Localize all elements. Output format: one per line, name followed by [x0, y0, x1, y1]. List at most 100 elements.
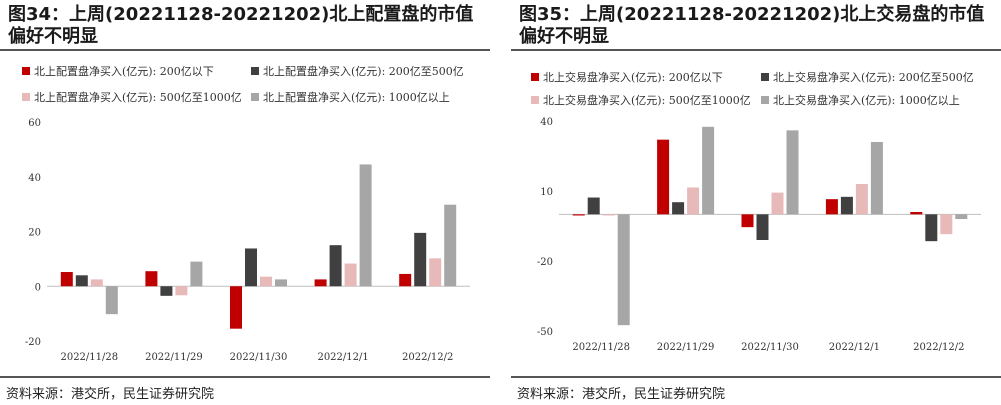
- x-tick-label: 2022/11/30: [741, 342, 799, 353]
- chart-title: 图35：上周(20221128-20221202)北上交易盘的市值偏好不明显: [519, 4, 985, 47]
- legend-label: 北上交易盘净买入(亿元): 500亿至1000亿: [543, 93, 751, 107]
- bar: [925, 214, 938, 242]
- bar: [741, 214, 754, 228]
- x-tick-label: 2022/12/1: [317, 352, 368, 363]
- y-tick-label: 40: [540, 117, 553, 128]
- bar: [75, 275, 88, 287]
- legend-swatch: [22, 93, 30, 101]
- legend-item: 北上配置盘净买入(亿元): 200亿至500亿: [251, 64, 464, 78]
- x-tick-label: 2022/11/29: [657, 342, 715, 353]
- bar: [344, 263, 357, 287]
- top-divider: [511, 49, 1001, 51]
- legend-item: 北上交易盘净买入(亿元): 500亿至1000亿: [531, 93, 751, 107]
- bar-chart-34: 北上配置盘净买入(亿元): 200亿以下 北上配置盘净买入(亿元): 200亿至5…: [22, 64, 470, 363]
- bottom-divider: [0, 376, 490, 378]
- bar: [429, 258, 442, 287]
- bars: [572, 126, 968, 326]
- bar: [840, 196, 853, 215]
- chart-title: 图34：上周(20221128-20221202)北上配置盘的市值偏好不明显: [8, 4, 474, 47]
- bar: [160, 286, 173, 296]
- source-note: 资料来源：港交所，民生证券研究院: [6, 387, 215, 402]
- bar: [414, 232, 427, 287]
- bar: [260, 276, 272, 287]
- bar: [587, 197, 600, 215]
- bar: [617, 214, 630, 326]
- bar: [275, 279, 287, 287]
- source-note: 资料来源：港交所，民生证券研究院: [517, 387, 726, 402]
- legend-item: 北上配置盘净买入(亿元): 200亿以下: [22, 64, 214, 78]
- bar: [771, 192, 784, 215]
- bar: [786, 130, 799, 215]
- legend-item: 北上配置盘净买入(亿元): 500亿至1000亿: [22, 90, 242, 104]
- bar: [329, 245, 342, 287]
- legend-item: 北上交易盘净买入(亿元): 200亿以下: [531, 70, 723, 84]
- legend-swatch: [761, 73, 769, 81]
- legend: 北上配置盘净买入(亿元): 200亿以下 北上配置盘净买入(亿元): 200亿至5…: [22, 64, 464, 104]
- y-tick-label: -20: [537, 257, 553, 268]
- y-tick-label: 20: [28, 228, 41, 239]
- bar: [314, 279, 327, 287]
- bar: [359, 164, 372, 287]
- x-tick-label: 2022/12/2: [402, 352, 453, 363]
- bar: [855, 184, 868, 215]
- legend-swatch: [251, 67, 259, 75]
- bar: [672, 202, 685, 215]
- legend-swatch: [251, 93, 259, 101]
- bar: [190, 261, 203, 287]
- x-tick-label: 2022/11/28: [572, 342, 630, 353]
- y-tick-label: 60: [28, 118, 41, 129]
- legend-label: 北上配置盘净买入(亿元): 1000亿以上: [263, 90, 450, 104]
- chart-panel-34: 图34：上周(20221128-20221202)北上配置盘的市值偏好不明显 北…: [0, 0, 490, 405]
- y-tick-label: -20: [25, 337, 41, 348]
- bar: [245, 248, 257, 287]
- legend-swatch: [531, 73, 539, 81]
- y-axis: -20 0 20 40 60: [25, 118, 41, 348]
- legend-label: 北上配置盘净买入(亿元): 500亿至1000亿: [34, 90, 242, 104]
- y-tick-label: 10: [540, 187, 553, 198]
- x-tick-label: 2022/11/29: [145, 352, 203, 363]
- bar: [825, 199, 838, 215]
- y-tick-label: 0: [35, 282, 41, 293]
- bar: [940, 214, 953, 235]
- bar: [444, 204, 457, 287]
- bottom-divider: [511, 376, 1001, 378]
- legend-item: 北上交易盘净买入(亿元): 200亿至500亿: [761, 70, 974, 84]
- bar: [145, 271, 158, 287]
- legend-swatch: [22, 67, 30, 75]
- bar: [90, 279, 103, 287]
- legend: 北上交易盘净买入(亿元): 200亿以下 北上交易盘净买入(亿元): 200亿至5…: [531, 70, 974, 107]
- legend-label: 北上交易盘净买入(亿元): 200亿以下: [543, 70, 723, 84]
- bar: [955, 214, 968, 219]
- legend-swatch: [531, 96, 539, 104]
- y-axis: -50 -20 10 40: [537, 117, 553, 338]
- bar: [602, 214, 615, 216]
- y-tick-label: -50: [537, 327, 553, 338]
- bar: [105, 286, 118, 315]
- legend-item: 北上交易盘净买入(亿元): 1000亿以上: [761, 93, 960, 107]
- x-tick-label: 2022/11/30: [230, 352, 288, 363]
- bar: [230, 286, 242, 329]
- x-tick-label: 2022/12/1: [829, 342, 880, 353]
- legend-label: 北上交易盘净买入(亿元): 1000亿以上: [773, 93, 960, 107]
- bar-chart-35: 北上交易盘净买入(亿元): 200亿以下 北上交易盘净买入(亿元): 200亿至5…: [531, 70, 981, 353]
- bar: [870, 142, 883, 215]
- top-divider: [0, 49, 490, 51]
- x-tick-label: 2022/11/28: [60, 352, 118, 363]
- bar: [60, 272, 73, 287]
- legend-label: 北上配置盘净买入(亿元): 200亿至500亿: [263, 64, 464, 78]
- legend-label: 北上交易盘净买入(亿元): 200亿至500亿: [773, 70, 974, 84]
- legend-swatch: [761, 96, 769, 104]
- bar: [910, 212, 923, 215]
- bar: [756, 214, 769, 240]
- bar: [175, 286, 188, 296]
- bar: [399, 273, 412, 287]
- y-tick-label: 40: [28, 173, 41, 184]
- legend-item: 北上配置盘净买入(亿元): 1000亿以上: [251, 90, 450, 104]
- bar: [657, 139, 670, 215]
- bar: [702, 126, 715, 215]
- chart-panel-35: 图35：上周(20221128-20221202)北上交易盘的市值偏好不明显 北…: [511, 0, 1001, 405]
- bar: [687, 187, 700, 215]
- legend-label: 北上配置盘净买入(亿元): 200亿以下: [34, 64, 214, 78]
- bar: [572, 214, 585, 216]
- bars: [60, 164, 457, 329]
